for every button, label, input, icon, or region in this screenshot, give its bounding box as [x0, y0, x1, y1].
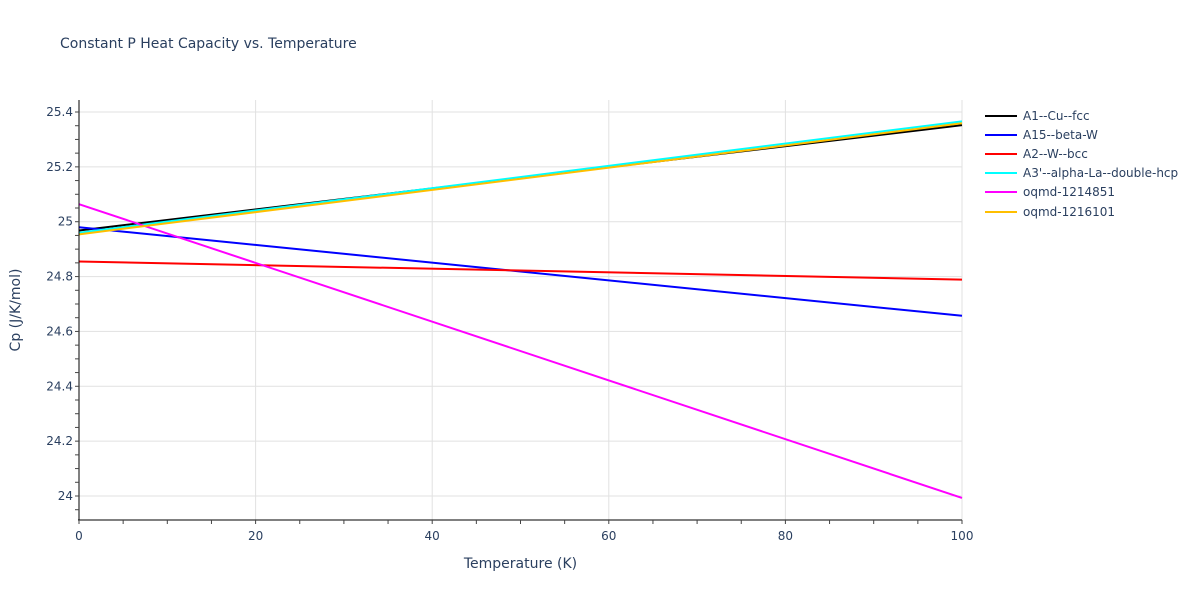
x-axis-title: Temperature (K) [463, 556, 577, 572]
legend-swatch-icon [985, 114, 1017, 117]
y-tick-label: 25.4 [46, 105, 73, 119]
legend-label: oqmd-1216101 [1023, 204, 1116, 219]
x-tick-label: 0 [75, 529, 83, 543]
legend-swatch-icon [985, 210, 1017, 213]
y-tick-label: 24.2 [46, 434, 73, 448]
x-tick-label: 100 [951, 529, 974, 543]
legend-label: A3'--alpha-La--double-hcp [1023, 166, 1179, 181]
series-line[interactable] [78, 120, 963, 234]
legend-label: A1--Cu--fcc [1023, 108, 1090, 123]
series-line[interactable] [78, 203, 963, 499]
legend-swatch-icon [985, 152, 1017, 155]
legend-item[interactable]: A2--W--bcc [985, 144, 1178, 163]
legend-label: A15--beta-W [1023, 127, 1098, 142]
legend-item[interactable]: A3'--alpha-La--double-hcp [985, 164, 1178, 183]
y-tick-label: 24 [58, 489, 73, 503]
legend: A1--Cu--fcc A15--beta-W A2--W--bcc A3'--alp… [985, 106, 1178, 221]
legend-item[interactable]: oqmd-1216101 [985, 202, 1178, 221]
series-line[interactable] [78, 260, 963, 281]
legend-swatch-icon [985, 133, 1017, 136]
series-group [78, 120, 963, 499]
x-tick-label: 80 [778, 529, 793, 543]
y-tick-label: 24.6 [46, 324, 73, 338]
legend-swatch-icon [985, 172, 1017, 175]
x-tick-label: 60 [601, 529, 616, 543]
series-line[interactable] [78, 122, 963, 236]
chart-title: Constant P Heat Capacity vs. Temperature [60, 36, 357, 52]
y-axis-title: Cp (J/K/mol) [8, 269, 24, 352]
legend-item[interactable]: oqmd-1214851 [985, 183, 1178, 202]
y-tick-label: 25.2 [46, 160, 73, 174]
legend-label: oqmd-1214851 [1023, 185, 1116, 200]
y-tick-label: 25 [58, 215, 73, 229]
y-tick-label: 24.4 [46, 379, 73, 393]
legend-swatch-icon [985, 191, 1017, 194]
legend-item[interactable]: A1--Cu--fcc [985, 106, 1178, 125]
legend-label: A2--W--bcc [1023, 146, 1088, 161]
x-tick-label: 40 [425, 529, 440, 543]
y-tick-label: 24.8 [46, 270, 73, 284]
x-tick-label: 20 [248, 529, 263, 543]
legend-item[interactable]: A15--beta-W [985, 125, 1178, 144]
